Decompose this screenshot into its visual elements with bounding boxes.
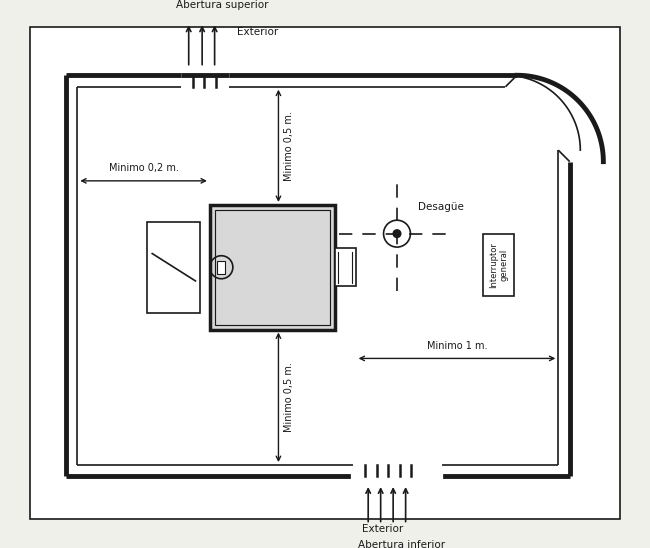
Text: Minimo 0,5 m.: Minimo 0,5 m. [284, 111, 294, 181]
Bar [484, 233, 514, 296]
Text: Minimo 1 m.: Minimo 1 m. [427, 341, 488, 351]
Text: Minimo 0,2 m.: Minimo 0,2 m. [109, 163, 179, 173]
Text: Abertura superior: Abertura superior [176, 0, 268, 10]
Text: Desagüe: Desagüe [418, 202, 464, 212]
Bar [218, 260, 225, 274]
Bar [335, 248, 356, 287]
Text: Exterior: Exterior [362, 524, 403, 534]
Circle shape [393, 230, 401, 237]
Bar [148, 221, 200, 313]
Text: Abertura inferior: Abertura inferior [358, 540, 445, 548]
Text: Exterior: Exterior [237, 27, 278, 37]
Text: Minimo 0,5 m.: Minimo 0,5 m. [284, 362, 294, 432]
Bar [210, 205, 335, 330]
Bar [214, 210, 330, 325]
Text: Interruptor
general: Interruptor general [489, 242, 508, 288]
